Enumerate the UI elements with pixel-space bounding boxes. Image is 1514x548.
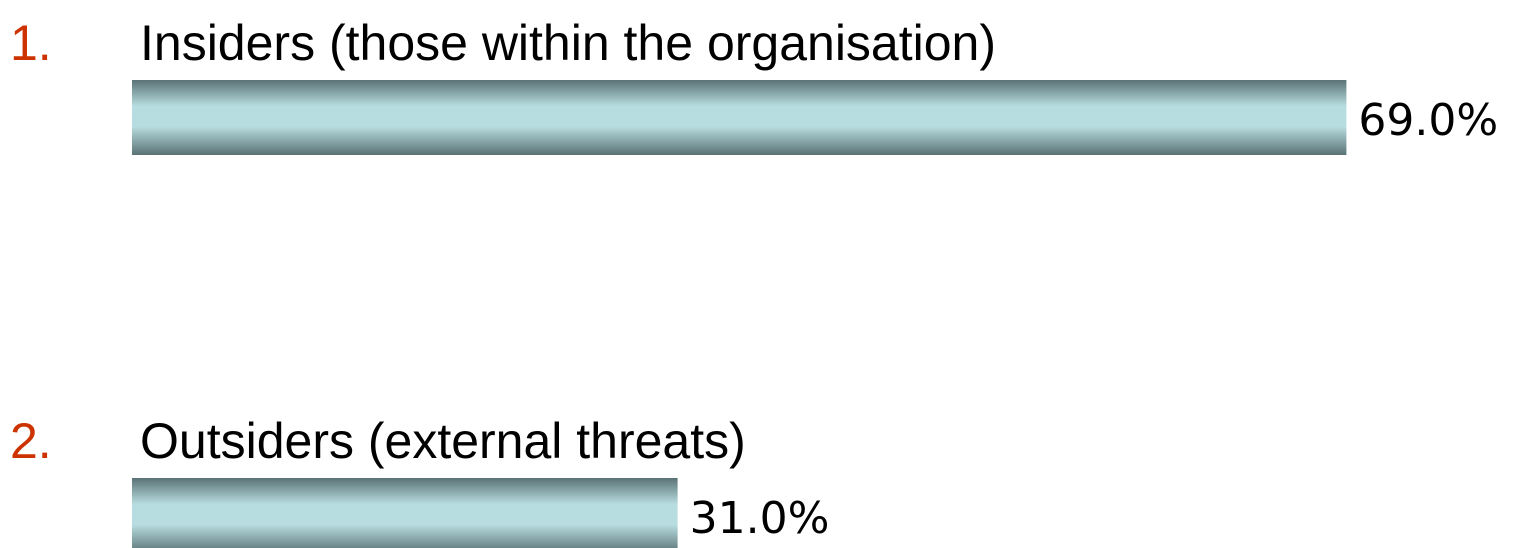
bar xyxy=(132,478,678,548)
item-number: 2. xyxy=(10,413,52,469)
item-number: 1. xyxy=(10,15,52,71)
category-label: Outsiders (external threats) xyxy=(140,413,746,469)
value-label: 69.0% xyxy=(1358,95,1498,146)
value-label: 31.0% xyxy=(690,493,830,544)
bar xyxy=(132,80,1347,155)
category-label: Insiders (those within the organisation) xyxy=(140,15,996,71)
